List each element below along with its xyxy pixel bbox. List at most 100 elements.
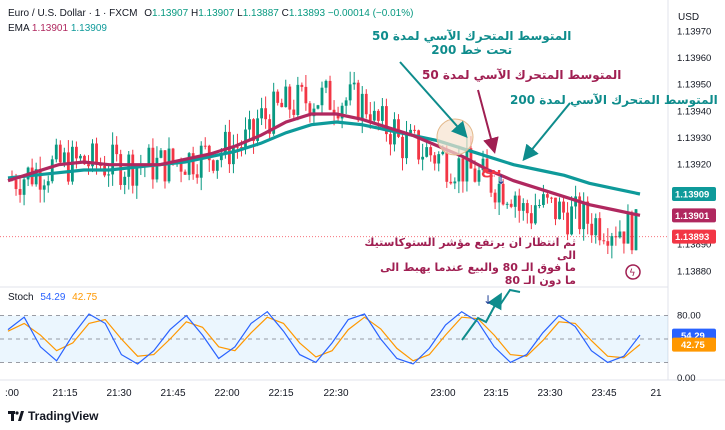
candle-body (147, 147, 151, 166)
sell-arrow-1: ↓ (496, 173, 506, 187)
candle-body (550, 197, 553, 199)
candle-body (83, 155, 86, 165)
candle-body (493, 192, 497, 203)
candle-body (376, 110, 380, 121)
candle-body (368, 114, 372, 121)
candle-body (566, 212, 569, 235)
candle-body (95, 143, 98, 164)
candle-body (413, 129, 416, 131)
candle-body (171, 148, 175, 163)
candle-body (256, 118, 259, 141)
candle-body (517, 195, 521, 211)
candle-body (87, 164, 90, 167)
candle-body (372, 110, 376, 121)
price-tag (672, 208, 716, 223)
candle-body (236, 146, 239, 148)
lightning-icon (625, 264, 641, 280)
candle-body (614, 236, 618, 238)
candle-body (409, 129, 412, 134)
candle-body (22, 179, 26, 195)
stoch-tag-label: 42.75 (681, 340, 705, 351)
ema-value-1: 1.13901 (31, 23, 69, 34)
annot-teal-right: المتوسط المتحرك الآسي لمدة 200 (510, 93, 718, 107)
time-tick-label: 21 (650, 388, 662, 399)
time-tick-label: 21:30 (106, 388, 131, 399)
candle-body (618, 231, 622, 238)
stoch-pane (0, 310, 668, 365)
candle-body (195, 174, 199, 178)
candle-body (356, 82, 360, 121)
candle-body (179, 161, 183, 172)
candle-body (445, 151, 449, 182)
candle-body (219, 153, 223, 161)
candle-body (606, 241, 610, 246)
price-tick-label: 1.13880 (677, 266, 711, 277)
candle-body (429, 147, 433, 156)
candle-body (240, 146, 243, 148)
candle-body (14, 179, 18, 190)
stoch-d-line (7, 316, 641, 362)
candle-body (268, 119, 272, 134)
candle-body (296, 84, 300, 115)
candle-body (465, 148, 469, 182)
candle-body (401, 136, 404, 159)
stoch-tag-label: 54.29 (681, 331, 705, 342)
candle-body (453, 181, 457, 184)
stoch-legend[interactable]: Stoch 54.29 42.75 (8, 292, 97, 303)
candle-body (272, 91, 276, 134)
candle-body (610, 236, 614, 246)
candle-body (42, 185, 46, 190)
candle-body (187, 153, 191, 175)
candle-body (380, 106, 384, 121)
price-tag-label: 1.13909 (675, 190, 709, 201)
candle-body (457, 158, 461, 182)
candle-body (489, 172, 493, 193)
ema-legend[interactable]: EMA 1.13901 1.13909 (8, 23, 107, 34)
tradingview-logo[interactable]: TradingView (8, 409, 98, 423)
stoch-tick-label: 0.00 (677, 373, 696, 384)
price-tick-label: 1.13970 (677, 26, 711, 37)
candle-body (232, 146, 235, 165)
candle-body (159, 150, 163, 158)
candle-body (570, 206, 573, 235)
candle-body (594, 218, 598, 236)
annot-arrow-stoch-1 (461, 292, 502, 341)
candle-body (135, 167, 139, 186)
candle-body (437, 154, 441, 164)
candle-body (183, 171, 187, 175)
candle-body (58, 144, 62, 163)
price-tag (672, 187, 716, 201)
currency-label[interactable]: USD (678, 12, 700, 23)
candle-body (582, 201, 586, 230)
candle-body (598, 218, 602, 241)
price-axis: 1.13970 1.13960 1.13950 1.13940 1.13930 1.139… (672, 26, 716, 384)
time-tick-label: 21:15 (52, 388, 77, 399)
candle-body (389, 134, 392, 145)
candle-body (324, 80, 328, 88)
change-value: −0.00014 (−0.01%) (327, 8, 414, 19)
candle-body (75, 146, 78, 159)
candle-body (525, 203, 529, 214)
candle-body (34, 169, 38, 185)
candle-body (501, 183, 505, 205)
candle-body (397, 119, 400, 137)
annot-arrow-red (477, 89, 499, 154)
candle-body (554, 197, 557, 220)
candle-body (481, 158, 485, 171)
price-tag-label: 1.13893 (675, 232, 709, 243)
candle-body (348, 84, 352, 101)
stoch-tag (672, 337, 716, 352)
candle-body (634, 209, 638, 251)
candle-body (344, 100, 348, 106)
time-tick-label: 21:45 (160, 388, 185, 399)
ema-lines (7, 112, 641, 217)
candle-body (542, 194, 545, 205)
candle-body (533, 205, 537, 224)
h-label: H (190, 8, 199, 19)
candle-body (485, 158, 489, 173)
candle-body (513, 195, 517, 207)
candle-body (211, 160, 215, 171)
candle-body (163, 150, 167, 182)
instrument-label[interactable]: Euro / U.S. Dollar · 1 · FXCM (8, 8, 138, 19)
